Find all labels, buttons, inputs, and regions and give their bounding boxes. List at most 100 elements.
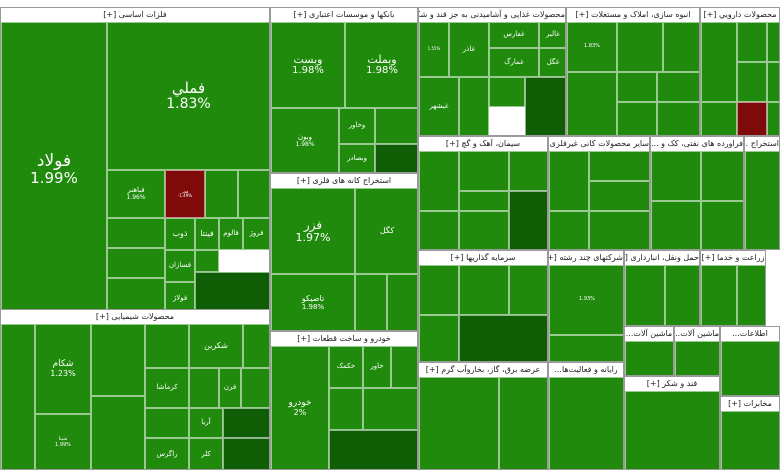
- stock-tile[interactable]: [525, 77, 565, 135]
- sector-header[interactable]: محصولات دارويي [+]: [701, 8, 779, 22]
- stock-tile[interactable]: [509, 265, 547, 315]
- stock-tile[interactable]: فسازان: [165, 250, 195, 282]
- stock-tile[interactable]: [721, 411, 779, 469]
- stock-tile[interactable]: [589, 151, 649, 181]
- stock-tile[interactable]: [663, 22, 699, 72]
- sector-header[interactable]: سایر محصولات کانی غیرفلزی [+]: [549, 137, 649, 151]
- stock-tile[interactable]: [145, 408, 189, 438]
- stock-tile[interactable]: [241, 368, 269, 408]
- stock-tile[interactable]: 1.83%: [567, 22, 617, 72]
- stock-tile[interactable]: فجر -1.49%: [165, 170, 205, 218]
- sector-s11[interactable]: فراورده های نفتی، کک و ...: [650, 136, 744, 250]
- stock-tile[interactable]: [391, 346, 417, 388]
- stock-tile[interactable]: [387, 274, 417, 330]
- stock-tile[interactable]: [701, 151, 743, 201]
- stock-tile[interactable]: [107, 218, 165, 248]
- stock-tile[interactable]: غاذر: [449, 22, 489, 77]
- stock-tile[interactable]: وبست 1.98%: [271, 22, 345, 108]
- stock-tile[interactable]: [721, 341, 779, 395]
- sector-s13[interactable]: سرمایه گذاریها [+]: [418, 250, 548, 362]
- stock-tile[interactable]: [701, 102, 737, 135]
- stock-tile[interactable]: [1, 324, 35, 469]
- sector-header[interactable]: مخابرات [+]: [721, 397, 779, 411]
- stock-tile[interactable]: [189, 368, 219, 408]
- stock-tile[interactable]: خاور: [363, 346, 391, 388]
- stock-tile[interactable]: شکام 1.23%: [35, 324, 91, 414]
- stock-tile[interactable]: [657, 102, 699, 135]
- stock-tile[interactable]: غالبر: [539, 22, 565, 48]
- sector-header[interactable]: ماشین آلات...: [675, 327, 719, 341]
- stock-tile[interactable]: [355, 274, 387, 330]
- stock-tile[interactable]: [459, 211, 509, 249]
- stock-tile[interactable]: خکمک: [329, 346, 363, 388]
- sector-s3[interactable]: بانکها و موسسات اعتباری [+] وبست 1.98% وبمل…: [270, 7, 418, 173]
- stock-tile[interactable]: [363, 388, 417, 430]
- sector-s22[interactable]: قند و شکر [+]: [624, 376, 720, 470]
- stock-tile[interactable]: [91, 324, 145, 396]
- stock-tile[interactable]: [238, 170, 269, 218]
- stock-tile[interactable]: [107, 248, 165, 278]
- sector-s16[interactable]: زراعت و خدما [+]: [700, 250, 766, 326]
- stock-tile[interactable]: [737, 62, 767, 102]
- stock-tile[interactable]: کگل: [355, 188, 417, 274]
- stock-tile[interactable]: کرماشا: [145, 368, 189, 408]
- sector-s9[interactable]: سیمان، آهک و گچ [+]: [418, 136, 548, 250]
- stock-tile[interactable]: فروژ: [243, 218, 269, 250]
- stock-tile[interactable]: [549, 335, 623, 361]
- stock-tile[interactable]: [489, 77, 525, 107]
- stock-tile[interactable]: آریا: [189, 408, 223, 438]
- stock-tile[interactable]: [329, 430, 417, 469]
- stock-tile[interactable]: وخاور: [339, 108, 375, 144]
- stock-tile[interactable]: [195, 250, 219, 272]
- stock-tile[interactable]: [625, 341, 673, 375]
- stock-tile[interactable]: فرن: [219, 368, 241, 408]
- stock-tile[interactable]: [549, 377, 623, 469]
- stock-tile[interactable]: [701, 201, 743, 249]
- sector-s2[interactable]: محصولات شیمیایی [+] شکام 1.23% شپنا 1.99% شکر…: [0, 309, 270, 470]
- stock-tile[interactable]: [419, 151, 459, 211]
- sector-header[interactable]: فلزات اساسی [+]: [1, 8, 269, 22]
- stock-tile[interactable]: [589, 211, 649, 249]
- stock-tile[interactable]: [419, 377, 499, 469]
- stock-tile[interactable]: [243, 324, 269, 368]
- stock-tile[interactable]: [223, 438, 269, 469]
- stock-tile[interactable]: [617, 102, 657, 135]
- stock-tile[interactable]: فولاد 1.99%: [1, 22, 107, 314]
- stock-tile[interactable]: [509, 151, 547, 191]
- sector-header[interactable]: رایانه و فعالیت‌ها...: [549, 363, 623, 377]
- stock-tile[interactable]: [737, 22, 767, 62]
- stock-tile[interactable]: [745, 151, 779, 249]
- stock-tile[interactable]: وبون 1.98%: [271, 108, 339, 172]
- sector-s14[interactable]: شرکتهای چند رشته [+] 1.93%: [548, 250, 624, 362]
- stock-tile[interactable]: 1.93%: [549, 265, 623, 335]
- stock-tile[interactable]: [701, 265, 737, 325]
- stock-tile[interactable]: وبصادر: [339, 144, 375, 172]
- stock-tile[interactable]: [737, 265, 765, 325]
- sector-header[interactable]: استخراج کانه های فلزی [+]: [271, 174, 417, 188]
- stock-tile[interactable]: فينتا: [195, 218, 219, 250]
- stock-tile[interactable]: غگل: [539, 48, 565, 77]
- sector-s7[interactable]: انبوه سازی، املاک و مستغلات [+] 1.83%: [566, 7, 700, 136]
- sector-header[interactable]: محصولات غذایی و آشامیدنی به جز قند و شکر…: [419, 8, 565, 22]
- stock-tile[interactable]: [459, 191, 509, 211]
- stock-tile[interactable]: تاصیکو 1.98%: [271, 274, 355, 330]
- sector-s12[interactable]: استخراج ...: [744, 136, 780, 250]
- sector-header[interactable]: بانکها و موسسات اعتباری [+]: [271, 8, 417, 22]
- sector-header[interactable]: سرمایه گذاریها [+]: [419, 251, 547, 265]
- sector-header[interactable]: محصولات شیمیایی [+]: [1, 310, 269, 324]
- sector-header[interactable]: فراورده های نفتی، کک و ...: [651, 137, 743, 151]
- sector-s17[interactable]: عرضه برق، گاز، بخاروآب گرم [+]: [418, 362, 548, 470]
- stock-tile[interactable]: [419, 315, 459, 361]
- sector-header[interactable]: حمل ونقل، انبارداری [+]: [625, 251, 699, 265]
- stock-tile[interactable]: فالوم: [219, 218, 243, 250]
- sector-s6[interactable]: محصولات غذایی و آشامیدنی به جز قند و شکر…: [418, 7, 566, 136]
- stock-tile[interactable]: فزر 1.97%: [271, 188, 355, 274]
- stock-tile[interactable]: غمارگ: [489, 48, 539, 77]
- sector-header[interactable]: زراعت و خدما [+]: [701, 251, 765, 265]
- stock-tile[interactable]: [499, 377, 547, 469]
- stock-tile[interactable]: غبشهر: [419, 77, 459, 135]
- stock-tile[interactable]: [651, 151, 701, 201]
- sector-header[interactable]: ماشین آلات...: [625, 327, 673, 341]
- stock-tile[interactable]: [419, 265, 459, 315]
- stock-tile[interactable]: [419, 211, 459, 249]
